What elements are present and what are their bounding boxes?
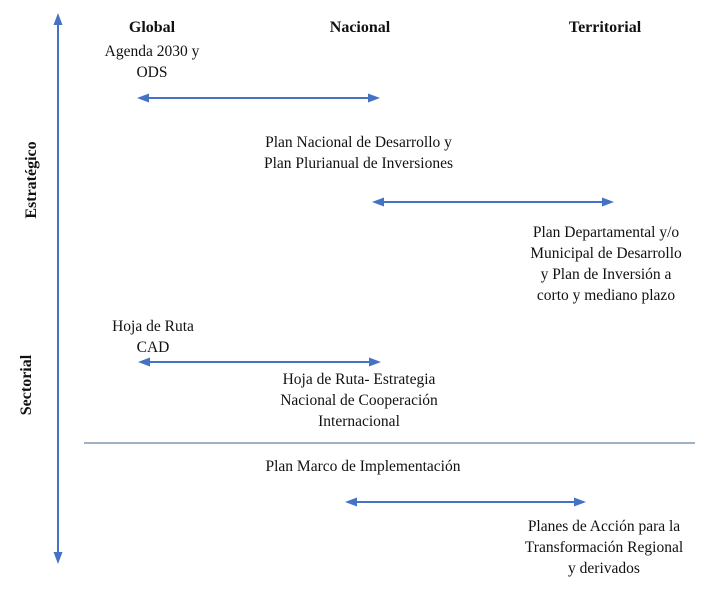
arrow-plan-nacional-territorial <box>372 197 614 207</box>
arrow-left-icon <box>138 357 150 367</box>
column-header-global: Global <box>128 19 176 36</box>
arrow-plan-marco-territorial <box>345 497 586 507</box>
arrow-right-icon <box>368 93 380 103</box>
node-plan-departamental-municipal: Plan Departamental y/o Municipal de Desa… <box>530 224 682 304</box>
axis-label-sectorial: Sectorial <box>18 354 35 416</box>
node-plan-marco-implementacion: Plan Marco de Implementación <box>265 458 461 475</box>
arrow-left-icon <box>372 197 384 207</box>
arrow-left-icon <box>345 497 357 507</box>
node-hoja-de-ruta-estrategia: Hoja de Ruta- Estrategia Nacional de Coo… <box>280 371 438 430</box>
node-planes-accion-transformacion: Planes de Acción para la Transformación … <box>524 518 684 577</box>
arrow-right-icon <box>602 197 614 207</box>
axis-label-estrategico: Estratégico <box>23 141 40 219</box>
arrow-right-icon <box>574 497 586 507</box>
arrow-hoja-ruta-global-nacional <box>138 357 381 367</box>
vertical-axis-double-arrow <box>53 13 63 564</box>
arrow-agenda-global-nacional <box>137 93 380 103</box>
column-header-nacional: Nacional <box>329 19 391 36</box>
arrow-up-icon <box>53 13 63 25</box>
arrow-down-icon <box>53 552 63 564</box>
arrow-left-icon <box>137 93 149 103</box>
column-header-territorial: Territorial <box>568 19 642 36</box>
node-hoja-de-ruta-cad: Hoja de Ruta CAD <box>112 318 194 356</box>
arrow-right-icon <box>369 357 381 367</box>
node-agenda-2030-ods: Agenda 2030 y ODS <box>104 43 200 81</box>
node-plan-nacional-desarrollo: Plan Nacional de Desarrollo y Plan Pluri… <box>264 134 453 172</box>
